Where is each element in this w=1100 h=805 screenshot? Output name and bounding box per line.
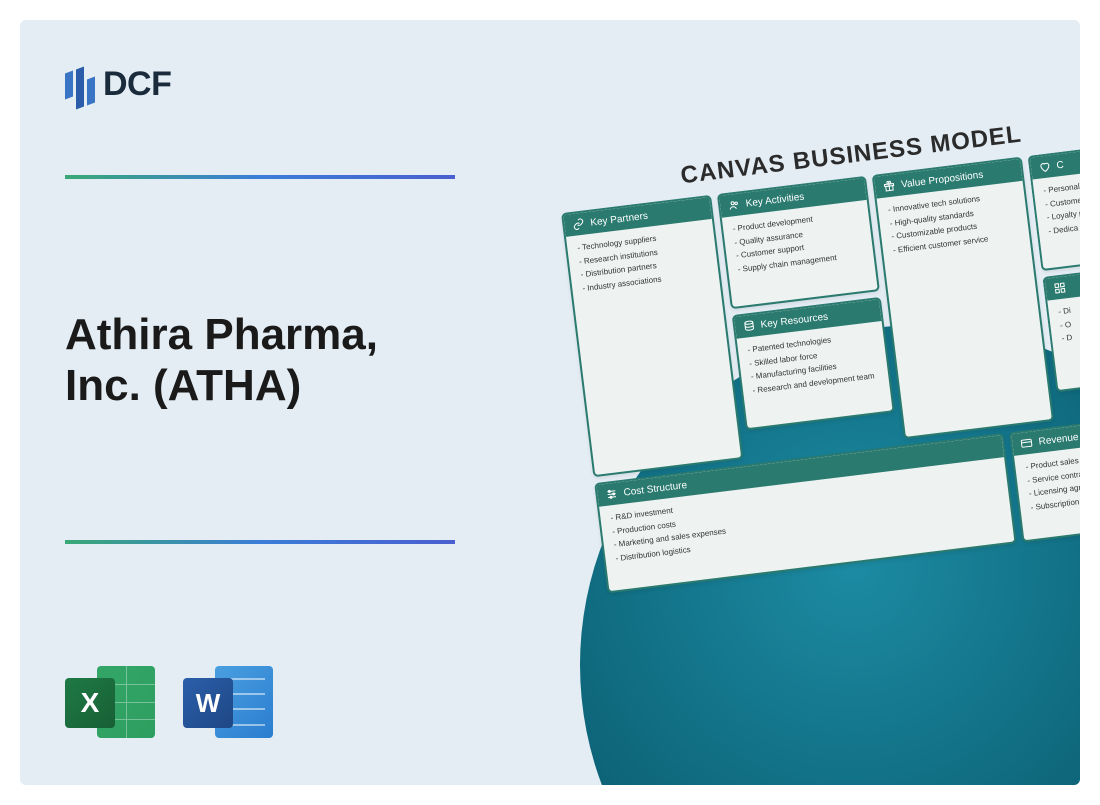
word-icon: W bbox=[183, 660, 273, 745]
gift-icon bbox=[883, 179, 896, 192]
divider-bottom bbox=[65, 540, 455, 544]
canvas-key-activities: Key Activities Product developmentQualit… bbox=[716, 176, 880, 309]
logo-text: DCF bbox=[103, 65, 171, 104]
canvas-revenue-streams: Revenue S Product salesService contracts… bbox=[1009, 411, 1080, 542]
canvas-key-partners: Key Partners Technology suppliersResearc… bbox=[561, 195, 743, 477]
excel-icon: X bbox=[65, 660, 155, 745]
app-icons-row: X W bbox=[65, 660, 273, 745]
page-title: Athira Pharma, Inc. (ATHA) bbox=[65, 310, 465, 411]
excel-letter: X bbox=[65, 678, 115, 728]
logo-bars-icon bbox=[65, 60, 95, 108]
users-icon bbox=[727, 198, 740, 211]
grid-icon bbox=[1053, 281, 1066, 294]
canvas-key-resources: Key Resources Patented technologiesSkill… bbox=[731, 297, 895, 430]
sliders-icon bbox=[605, 487, 618, 500]
dcf-logo: DCF bbox=[65, 60, 171, 108]
database-icon bbox=[742, 320, 755, 333]
canvas-preview: CANVAS BUSINESS MODEL Key Partners Techn… bbox=[557, 106, 1080, 594]
canvas-value-propositions: Value Propositions Innovative tech solut… bbox=[872, 157, 1054, 439]
word-letter: W bbox=[183, 678, 233, 728]
card-icon bbox=[1020, 437, 1033, 450]
product-card: DCF Athira Pharma, Inc. (ATHA) X W CANVA… bbox=[20, 20, 1080, 785]
link-icon bbox=[572, 218, 585, 231]
canvas-customer-relationships: C PersonalizCustomerLoyalty pDedica bbox=[1027, 141, 1080, 271]
heart-icon bbox=[1038, 160, 1051, 173]
divider-top bbox=[65, 175, 455, 179]
